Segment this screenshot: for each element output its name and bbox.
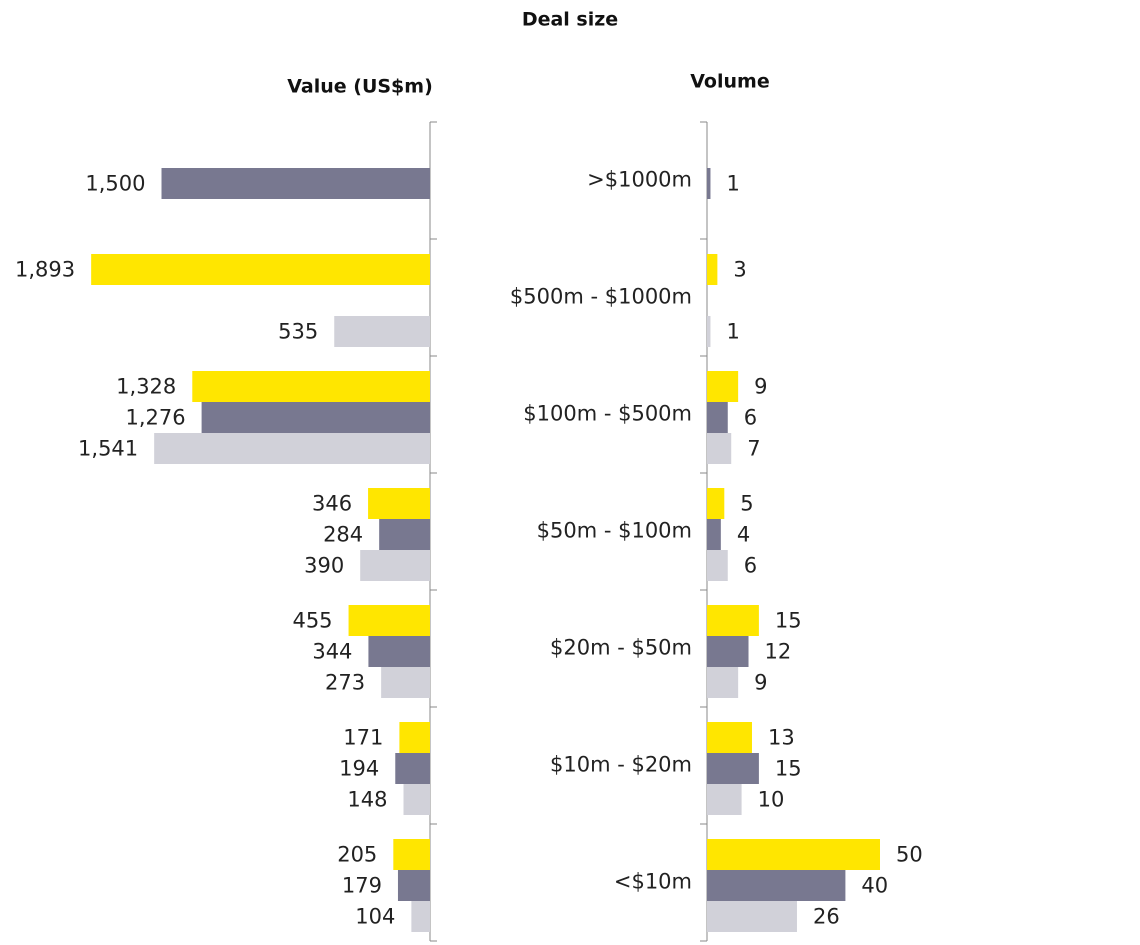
category-label: $20m - $50m xyxy=(550,636,692,660)
bar xyxy=(154,433,430,464)
bar xyxy=(707,605,759,636)
bar xyxy=(707,839,880,870)
data-label: 10 xyxy=(758,788,785,812)
data-label: 9 xyxy=(754,671,767,695)
bar xyxy=(707,371,739,402)
category-label: >$1000m xyxy=(587,168,692,192)
category-label: $10m - $20m xyxy=(550,753,692,777)
data-label: 6 xyxy=(744,406,757,430)
bar xyxy=(707,753,759,784)
panel-subtitle: Volume xyxy=(690,71,769,93)
data-label: 50 xyxy=(896,843,923,867)
bar xyxy=(707,168,711,199)
bar xyxy=(348,605,430,636)
bar xyxy=(368,636,430,667)
bar xyxy=(334,316,430,347)
bar xyxy=(395,753,430,784)
bar xyxy=(201,402,430,433)
bar xyxy=(379,519,430,550)
data-label: 4 xyxy=(737,523,750,547)
category-label: $100m - $500m xyxy=(523,402,692,426)
data-label: 104 xyxy=(355,905,395,929)
data-label: 3 xyxy=(733,258,746,282)
data-label: 1,541 xyxy=(78,437,138,461)
data-label: 535 xyxy=(278,320,318,344)
data-label: 7 xyxy=(747,437,760,461)
bar xyxy=(707,433,732,464)
bar xyxy=(707,488,725,519)
category-label: $50m - $100m xyxy=(537,519,692,543)
bar xyxy=(399,722,430,753)
category-label: <$10m xyxy=(614,870,692,894)
data-label: 9 xyxy=(754,375,767,399)
bar xyxy=(91,254,430,285)
data-label: 5 xyxy=(740,492,753,516)
data-label: 12 xyxy=(765,640,792,664)
data-label: 205 xyxy=(337,843,377,867)
bar xyxy=(403,784,430,815)
data-label: 1,893 xyxy=(15,258,75,282)
bar xyxy=(707,667,739,698)
bar xyxy=(707,402,728,433)
bar xyxy=(707,254,718,285)
bar xyxy=(707,784,742,815)
bar xyxy=(707,870,846,901)
bar xyxy=(707,901,797,932)
bar xyxy=(707,519,721,550)
data-label: 6 xyxy=(744,554,757,578)
bar xyxy=(393,839,430,870)
data-label: 1,276 xyxy=(125,406,185,430)
bar xyxy=(368,488,430,519)
bar xyxy=(360,550,430,581)
bar xyxy=(707,636,749,667)
category-label: $500m - $1000m xyxy=(510,285,692,309)
data-label: 1 xyxy=(726,320,739,344)
bar xyxy=(397,870,430,901)
bar xyxy=(381,667,430,698)
data-label: 1 xyxy=(726,172,739,196)
bar xyxy=(707,722,752,753)
data-label: 390 xyxy=(304,554,344,578)
data-label: 1,500 xyxy=(85,172,145,196)
data-label: 194 xyxy=(339,757,379,781)
data-label: 15 xyxy=(775,757,802,781)
data-label: 346 xyxy=(312,492,352,516)
data-label: 455 xyxy=(292,609,332,633)
data-label: 179 xyxy=(342,874,382,898)
data-label: 13 xyxy=(768,726,795,750)
data-label: 284 xyxy=(323,523,363,547)
data-label: 1,328 xyxy=(116,375,176,399)
data-label: 26 xyxy=(813,905,840,929)
panel-subtitle: Value (US$m) xyxy=(287,76,433,98)
data-label: 344 xyxy=(312,640,352,664)
bar xyxy=(192,371,430,402)
chart-title: Deal size xyxy=(522,9,618,31)
data-label: 273 xyxy=(325,671,365,695)
bar xyxy=(161,168,430,199)
data-label: 148 xyxy=(347,788,387,812)
bar xyxy=(707,550,728,581)
data-label: 40 xyxy=(861,874,888,898)
data-label: 171 xyxy=(343,726,383,750)
bar xyxy=(411,901,430,932)
bar xyxy=(707,316,711,347)
data-label: 15 xyxy=(775,609,802,633)
